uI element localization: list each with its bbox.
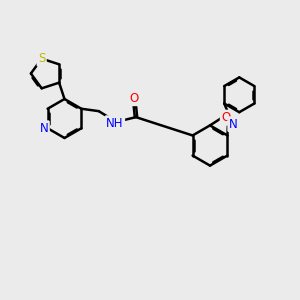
Text: N: N — [229, 118, 238, 131]
Text: O: O — [221, 111, 230, 124]
Text: S: S — [38, 52, 45, 65]
Text: N: N — [40, 122, 48, 135]
Text: O: O — [130, 92, 139, 105]
Text: NH: NH — [106, 117, 124, 130]
